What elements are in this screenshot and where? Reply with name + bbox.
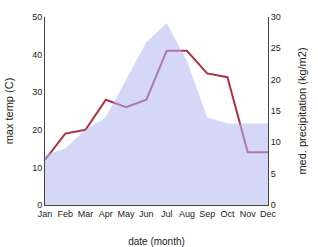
svg-text:Aug: Aug [179, 209, 195, 219]
svg-text:0: 0 [37, 200, 42, 210]
svg-text:Dec: Dec [260, 209, 277, 219]
svg-text:40: 40 [32, 50, 42, 60]
svg-text:30: 30 [271, 12, 281, 22]
svg-text:Jan: Jan [38, 209, 53, 219]
svg-text:20: 20 [271, 75, 281, 85]
svg-text:10: 10 [271, 137, 281, 147]
svg-text:date (month): date (month) [128, 236, 185, 247]
svg-text:Jul: Jul [161, 209, 173, 219]
svg-text:max temp (C): max temp (C) [3, 78, 15, 145]
svg-text:Sep: Sep [199, 209, 215, 219]
svg-text:10: 10 [32, 163, 42, 173]
svg-text:Feb: Feb [58, 209, 74, 219]
svg-text:20: 20 [32, 125, 42, 135]
svg-text:30: 30 [32, 87, 42, 97]
svg-text:Nov: Nov [240, 209, 257, 219]
svg-text:Jun: Jun [139, 209, 154, 219]
svg-text:Oct: Oct [220, 209, 235, 219]
svg-text:5: 5 [271, 169, 276, 179]
svg-text:50: 50 [32, 12, 42, 22]
svg-text:0: 0 [271, 200, 276, 210]
svg-text:med. precipitation (kg/m2): med. precipitation (kg/m2) [296, 47, 308, 174]
svg-text:Apr: Apr [99, 209, 113, 219]
svg-text:25: 25 [271, 43, 281, 53]
svg-text:May: May [118, 209, 136, 219]
svg-text:Mar: Mar [78, 209, 94, 219]
svg-text:15: 15 [271, 106, 281, 116]
